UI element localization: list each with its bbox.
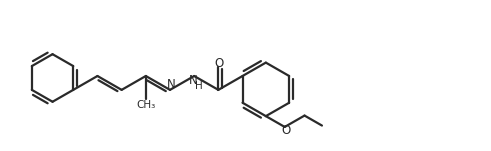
Text: N: N	[166, 78, 175, 91]
Text: N: N	[189, 74, 197, 87]
Text: H: H	[195, 81, 203, 91]
Text: O: O	[215, 57, 224, 70]
Text: O: O	[281, 124, 290, 137]
Text: CH₃: CH₃	[136, 100, 156, 110]
